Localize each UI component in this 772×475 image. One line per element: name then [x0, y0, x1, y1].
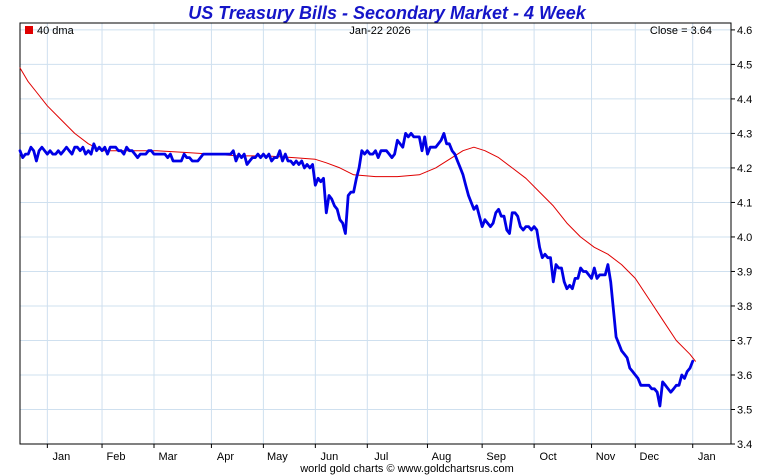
grid-layer [20, 23, 731, 445]
y-tick-label: 3.4 [737, 439, 752, 451]
series-line-tbill [18, 132, 695, 408]
y-tick-label: 4.0 [737, 232, 752, 244]
y-axis: 3.4 3.5 3.6 3.7 3.8 3.9 4.0 4.1 4.2 4.3 4.4 4.5 4.6 [731, 25, 752, 451]
close-label: Close = 3.64 [650, 25, 712, 37]
x-tick-label: Aug [432, 451, 452, 463]
x-tick-label: Dec [640, 451, 660, 463]
x-tick-label: Mar [159, 451, 178, 463]
y-tick-label: 3.9 [737, 266, 752, 278]
y-tick-label: 3.7 [737, 335, 752, 347]
y-tick-label: 4.6 [737, 25, 752, 37]
x-tick-label: Nov [596, 451, 616, 463]
footer-credit: world gold charts © www.goldchartsrus.co… [299, 463, 514, 475]
series-layer [18, 67, 696, 408]
x-tick-label: Oct [540, 451, 557, 463]
x-axis: Jan Feb Mar Apr May Jun Jul Aug Sep Oct Nov Dec Jan [46, 444, 716, 463]
y-tick-label: 3.6 [737, 370, 752, 382]
date-label: Jan-22 2026 [349, 25, 410, 37]
x-tick-label: Feb [107, 451, 126, 463]
y-tick-label: 4.4 [737, 94, 752, 106]
y-tick-label: 4.1 [737, 197, 752, 209]
x-tick-label: Sep [486, 451, 506, 463]
y-tick-label: 3.5 [737, 404, 752, 416]
x-tick-label: Apr [217, 451, 234, 463]
y-tick-label: 4.3 [737, 128, 752, 140]
x-tick-label: Jan [52, 451, 70, 463]
x-tick-label: Jun [320, 451, 338, 463]
legend-swatch [25, 26, 33, 34]
x-tick-label: Jul [374, 451, 388, 463]
plot-frame [19, 22, 732, 445]
x-tick-label: May [267, 451, 288, 463]
y-tick-label: 3.8 [737, 301, 752, 313]
legend-label: 40 dma [37, 25, 75, 37]
y-tick-label: 4.5 [737, 59, 752, 71]
chart-title: US Treasury Bills - Secondary Market - 4… [188, 3, 586, 23]
y-tick-label: 4.2 [737, 163, 752, 175]
series-line-40dma [19, 67, 696, 362]
x-tick-label: Jan [698, 451, 716, 463]
